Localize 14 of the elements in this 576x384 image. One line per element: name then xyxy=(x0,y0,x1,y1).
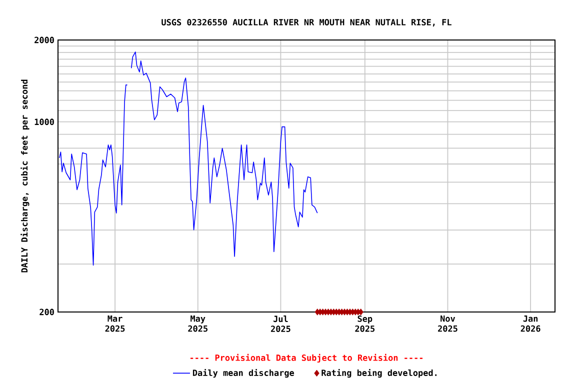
y-axis-title: DAILY Discharge, cubic feet per second xyxy=(20,80,30,272)
x-tick-label: Mar 2025 xyxy=(105,316,125,332)
x-tick-label: Nov 2025 xyxy=(438,316,458,332)
y-tick-label: 1000 xyxy=(34,118,54,126)
legend-label: Rating being developed. xyxy=(322,369,437,378)
x-tick-label: May 2025 xyxy=(188,316,208,332)
text: ---- Provisional Data Subject to Revision ---- xyxy=(190,354,423,363)
x-tick-label: Sep 2025 xyxy=(355,316,375,332)
chart-title: USGS 02326550 AUCILLA RIVER NR MOUTH NEAR NUTALL RISE, FL xyxy=(162,19,452,26)
x-tick-label: Jul 2025 xyxy=(270,316,290,332)
y-tick-label: 200 xyxy=(40,308,54,316)
y-tick-label: 2000 xyxy=(34,36,54,44)
x-tick-label: Jan 2026 xyxy=(520,316,540,332)
legend-label: Daily mean discharge xyxy=(192,369,294,378)
